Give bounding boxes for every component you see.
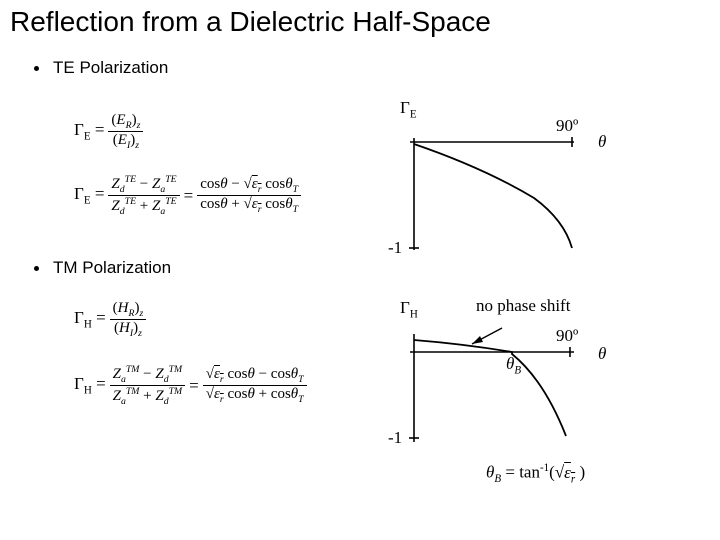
formula-brewster: θB = tan-1(√εr )	[486, 462, 585, 485]
te-chart: ΓE 90º θ -1	[404, 120, 582, 252]
tm-label: TM Polarization	[53, 258, 171, 278]
bullet-icon	[34, 266, 39, 271]
te-y-label: ΓE	[400, 98, 417, 120]
formula-te-ratio: ΓE = (ER)z (EI)z	[74, 112, 143, 151]
formula-tm-impedance: ΓH = ZaTM − ZdTM ZaTM + ZdTM = √εr cosθ …	[74, 364, 307, 407]
tm-chart: ΓH no phase shift θB 90º θ -1	[404, 320, 582, 444]
tm-x-end-label: 90º	[556, 326, 578, 346]
te-label: TE Polarization	[53, 58, 168, 78]
te-x-var: θ	[598, 132, 606, 152]
tm-section-header: TM Polarization	[0, 258, 171, 278]
te-x-end-label: 90º	[556, 116, 578, 136]
te-ymin-label: -1	[388, 238, 402, 258]
tm-x-var: θ	[598, 344, 606, 364]
formula-te-impedance: ΓE = ZdTE − ZaTE ZdTE + ZaTE = cosθ − √ε…	[74, 174, 301, 217]
tm-ymin-label: -1	[388, 428, 402, 448]
bullet-icon	[34, 66, 39, 71]
te-chart-svg	[404, 120, 582, 252]
tm-y-label: ΓH	[400, 298, 418, 320]
tm-brewster-label: θB	[506, 354, 521, 376]
tm-annotation: no phase shift	[476, 296, 570, 316]
te-section-header: TE Polarization	[0, 58, 720, 78]
page-title: Reflection from a Dielectric Half-Space	[0, 0, 720, 38]
formula-tm-ratio: ΓH = (HR)z (HI)z	[74, 300, 146, 339]
